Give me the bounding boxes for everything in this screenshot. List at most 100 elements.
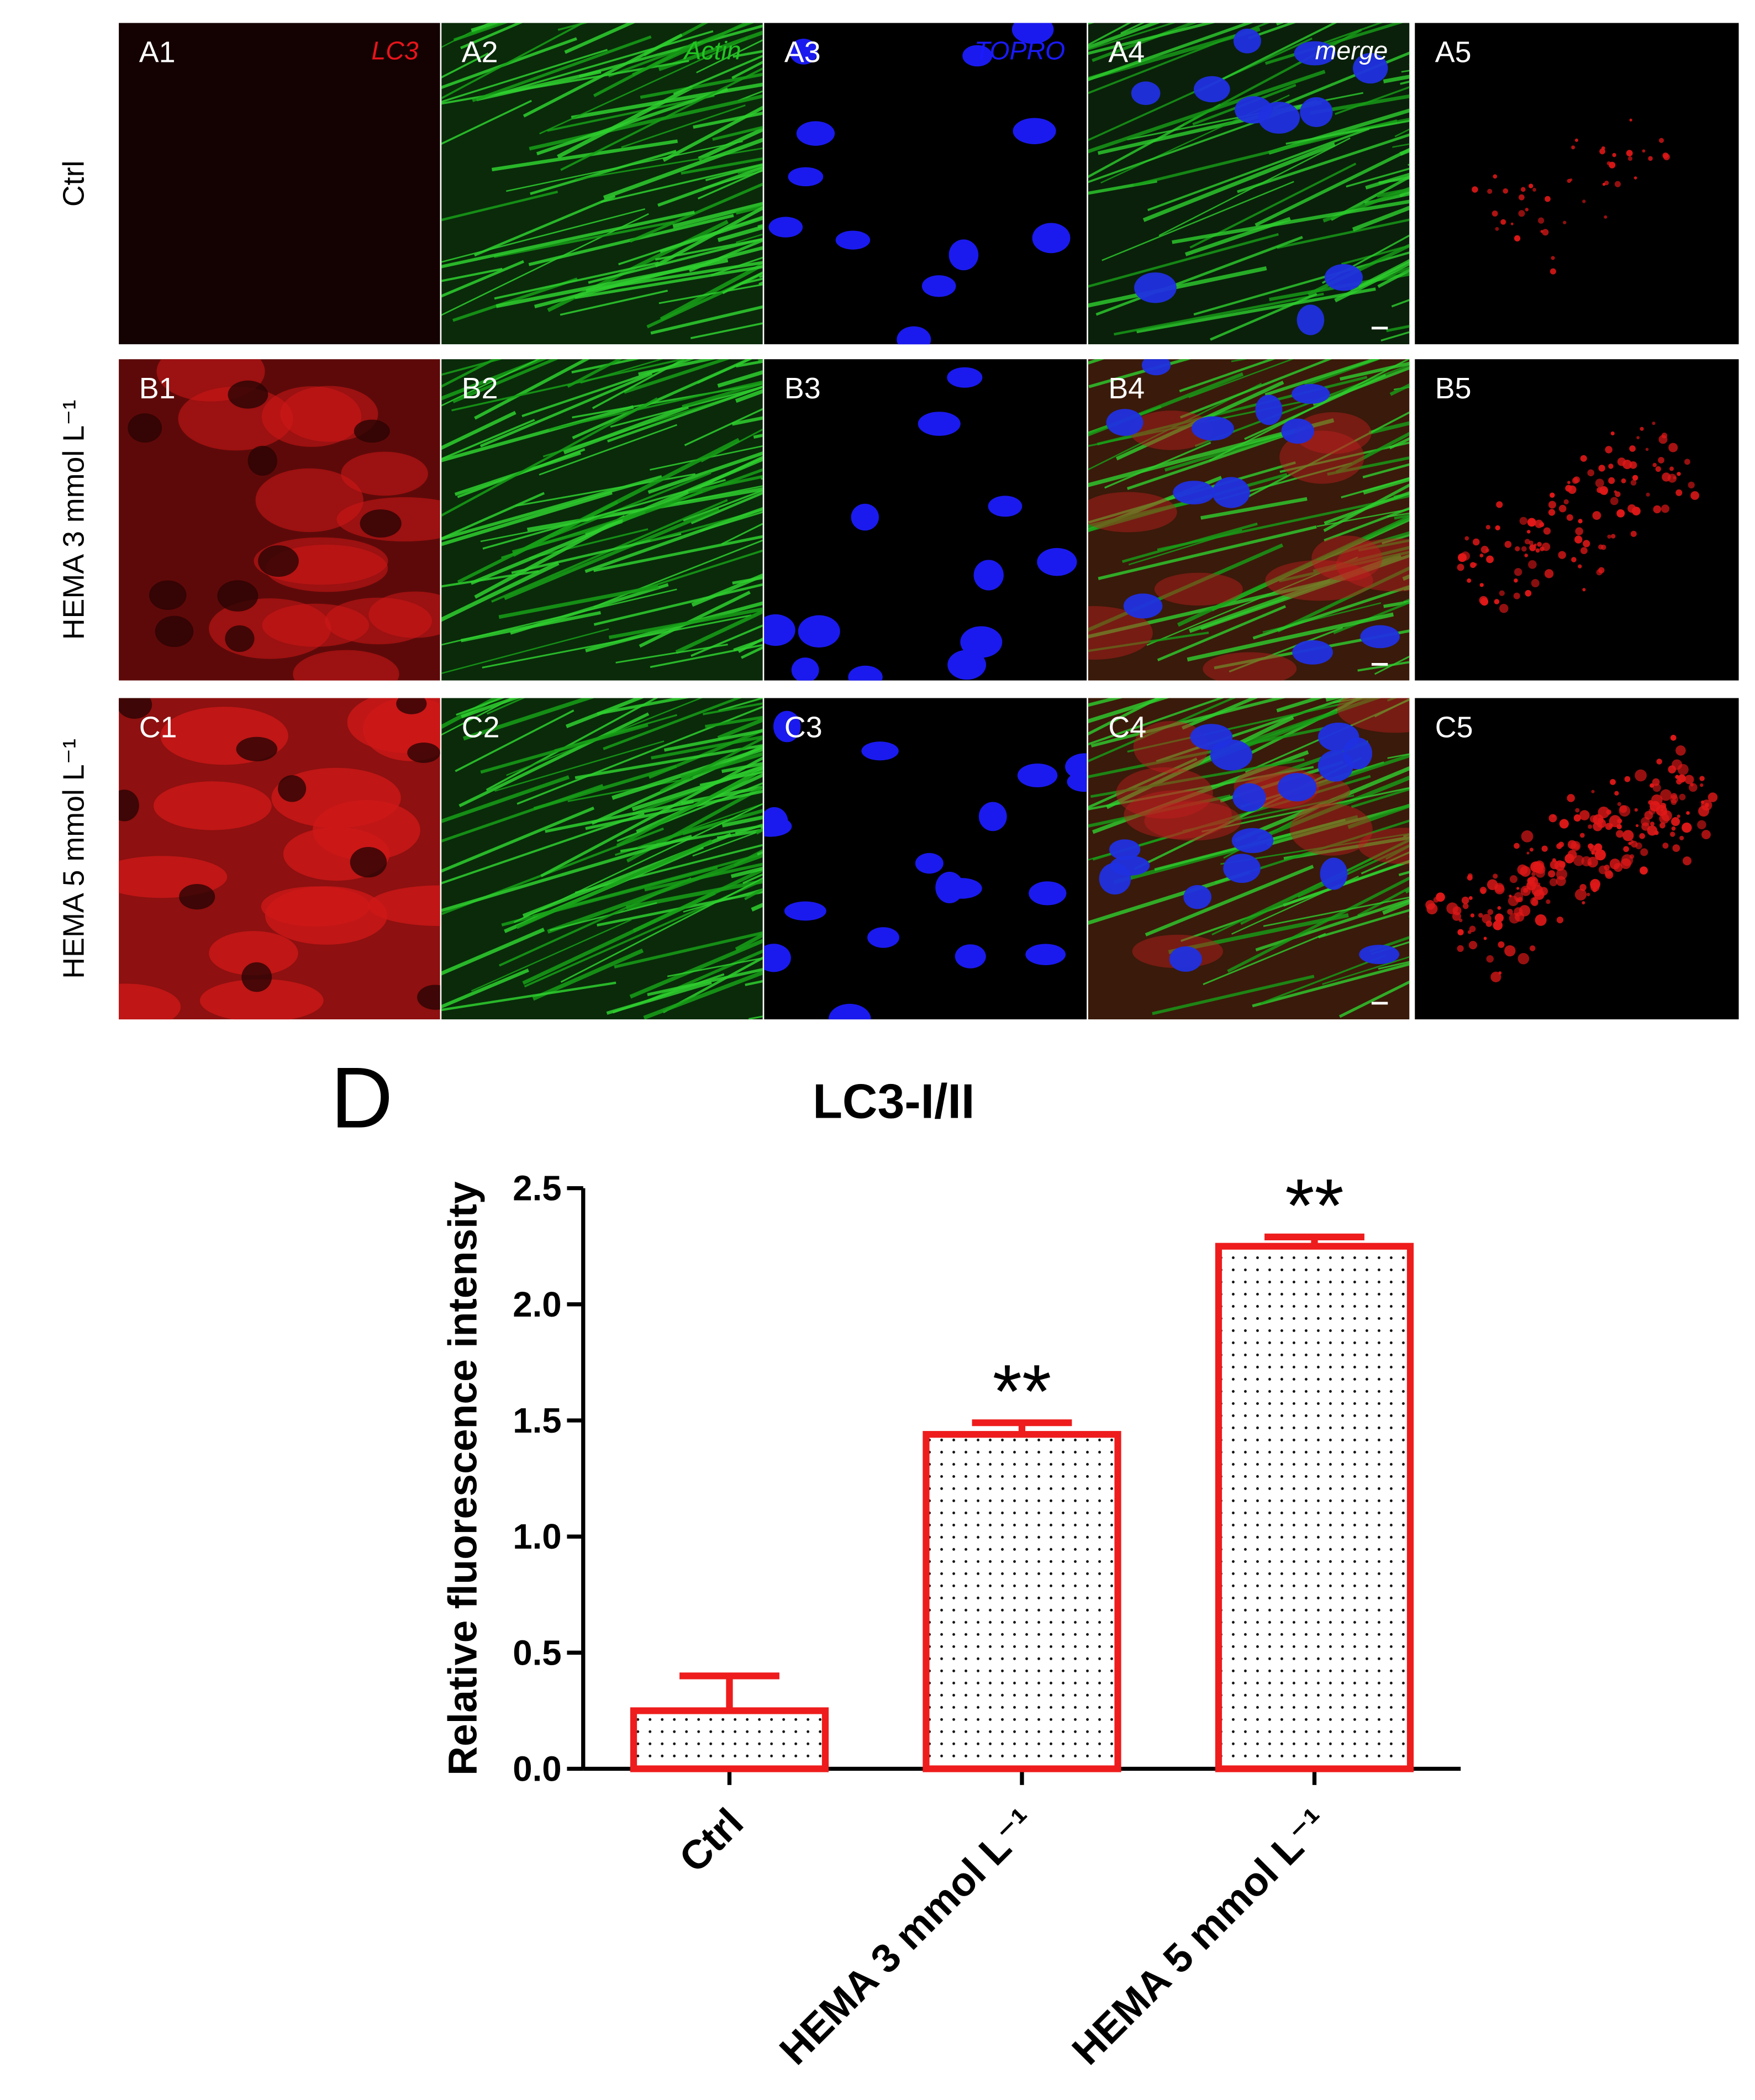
fiber: [551, 471, 712, 538]
nucleus: [1318, 722, 1359, 752]
nucleus: [935, 871, 964, 903]
fiber: [593, 535, 763, 572]
nucleus: [1032, 223, 1071, 254]
micrograph: [441, 23, 763, 345]
puncta: [1654, 830, 1659, 835]
nucleus: [119, 790, 139, 822]
fiber: [1368, 936, 1410, 952]
fiber: [1198, 23, 1337, 92]
chart-title: LC3-I/II: [813, 1074, 974, 1129]
y-tick-label: 0.5: [513, 1633, 561, 1672]
fiber: [441, 359, 547, 401]
puncta: [1548, 509, 1556, 516]
fiber: [441, 359, 540, 407]
fiber: [456, 698, 505, 716]
fiber: [680, 751, 763, 780]
puncta: [1602, 182, 1606, 186]
y-tick-label: 1.0: [513, 1517, 561, 1556]
puncta: [1479, 583, 1484, 587]
x-tick-label: HEMA 3 mmol L⁻¹: [771, 1799, 1044, 2073]
channel-label: Actin: [682, 36, 741, 65]
fiber: [1340, 361, 1410, 381]
puncta: [1596, 487, 1603, 493]
fiber: [672, 202, 763, 229]
fiber: [655, 238, 763, 261]
fiber: [1341, 477, 1410, 498]
fiber: [441, 628, 609, 675]
micrograph: [764, 359, 1087, 681]
puncta: [1567, 481, 1570, 485]
puncta: [1468, 940, 1478, 950]
cell: [293, 650, 399, 681]
fiber: [1102, 181, 1294, 261]
cell: [1203, 652, 1297, 681]
nucleus: [764, 815, 792, 837]
puncta: [1662, 843, 1669, 849]
fiber: [441, 49, 608, 103]
fiber: [560, 67, 763, 171]
puncta: [1652, 422, 1656, 425]
puncta: [1573, 855, 1584, 866]
puncta: [1529, 544, 1536, 551]
fiber: [608, 607, 763, 639]
fiber: [1230, 698, 1382, 750]
fiber: [1324, 491, 1410, 525]
fiber: [1088, 698, 1169, 724]
panel-label: C3: [784, 710, 823, 744]
fiber: [1276, 23, 1284, 26]
fiber: [530, 150, 677, 196]
puncta: [1578, 564, 1582, 569]
puncta: [1679, 835, 1684, 840]
puncta: [1616, 509, 1625, 518]
puncta: [1495, 525, 1500, 531]
puncta: [1452, 906, 1462, 915]
fiber: [1098, 525, 1317, 580]
puncta: [1467, 578, 1472, 583]
fiber: [560, 290, 668, 316]
fiber: [698, 127, 763, 161]
fiber: [1088, 23, 1176, 51]
puncta: [1571, 145, 1575, 150]
puncta: [1425, 900, 1435, 910]
cell: [1133, 721, 1209, 773]
fiber: [660, 736, 763, 792]
nucleus: [796, 121, 835, 146]
nucleus: [1255, 394, 1283, 425]
y-axis-label: Relative fluorescence intensity: [440, 1181, 486, 1776]
fiber: [1105, 715, 1294, 809]
nucleus: [119, 698, 152, 719]
nucleus: [1297, 304, 1325, 335]
fiber: [1377, 187, 1410, 198]
puncta: [1627, 156, 1633, 161]
nucleus: [764, 944, 791, 972]
nucleus: [1277, 773, 1317, 802]
fiber: [600, 163, 763, 203]
fiber: [1319, 23, 1383, 45]
fiber: [632, 549, 763, 593]
puncta: [1556, 876, 1566, 886]
fiber: [1088, 870, 1251, 925]
bar: [923, 1431, 1121, 1772]
puncta: [1550, 268, 1556, 275]
puncta: [1601, 146, 1605, 150]
puncta: [1492, 210, 1498, 217]
puncta: [1574, 535, 1583, 544]
nucleus: [848, 665, 883, 681]
puncta: [1595, 478, 1604, 488]
cell: [1358, 828, 1410, 865]
puncta: [1677, 814, 1680, 818]
puncta: [1558, 841, 1564, 848]
puncta: [1604, 215, 1608, 219]
puncta: [1682, 822, 1692, 833]
fiber: [721, 762, 763, 773]
nucleus: [835, 230, 871, 250]
fiber: [1156, 698, 1351, 763]
puncta: [1635, 842, 1642, 850]
nucleus: [921, 275, 956, 297]
fiber: [460, 23, 523, 50]
fiber: [690, 322, 763, 339]
puncta: [1510, 222, 1514, 225]
fiber: [1168, 913, 1349, 954]
puncta: [1628, 841, 1632, 845]
fiber: [1157, 605, 1287, 662]
